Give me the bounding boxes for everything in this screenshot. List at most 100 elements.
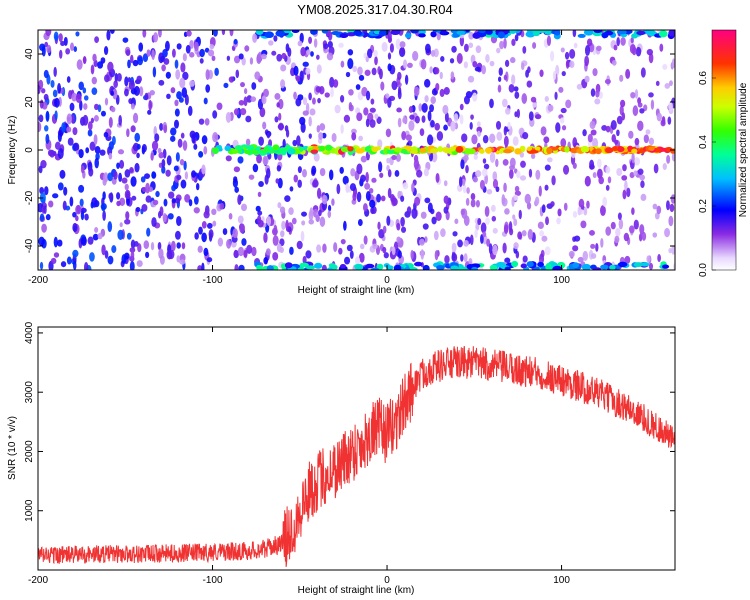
spectrogram-cell <box>457 239 463 248</box>
snr-xtick-label: 100 <box>553 575 570 586</box>
spectrogram-cell <box>489 60 495 67</box>
spectrogram-cell <box>368 187 374 194</box>
spectrogram-cell <box>308 133 312 139</box>
spectrogram-cell <box>151 140 159 151</box>
spectrogram-alias-cell <box>418 33 426 38</box>
spectrogram-cell <box>183 160 187 171</box>
spectrogram-alias-cell <box>266 265 274 270</box>
spectrogram-cell <box>665 200 670 211</box>
spectrogram-cell <box>604 79 611 85</box>
spectrogram-cell <box>130 250 135 260</box>
spectrogram-cell <box>572 162 577 169</box>
spectrogram-cell <box>128 98 133 105</box>
spectrogram-cell <box>472 92 478 102</box>
spectrogram-alias-cell <box>593 30 603 34</box>
spectrogram-cell <box>541 204 546 213</box>
spectrogram-cell <box>176 43 182 50</box>
spectrogram-cell <box>251 82 257 90</box>
spectrogram-cell <box>145 251 150 258</box>
spectrogram-cell <box>607 176 612 184</box>
spectrogram-cell <box>389 43 394 53</box>
spectrogram-cell <box>124 169 131 178</box>
spectrogram-cell <box>349 183 357 192</box>
spectrogram-cell <box>489 133 496 144</box>
spectrogram-cell <box>226 239 232 249</box>
spectrogram-cell <box>517 231 523 240</box>
spectrogram-cell <box>124 88 129 97</box>
spectrogram-heatmap <box>38 30 675 270</box>
spectrogram-cell <box>130 176 137 187</box>
spectrogram-cell <box>590 253 597 259</box>
spectrogram-cell <box>184 94 189 106</box>
spectrogram-cell <box>54 141 61 150</box>
spectrogram-cell <box>340 124 344 134</box>
spectrogram-cell <box>502 159 509 166</box>
spectrogram-cell <box>211 55 216 62</box>
spectrogram-cell <box>212 110 218 119</box>
spectrogram-cell <box>555 122 561 133</box>
spectrogram-cell <box>476 121 481 127</box>
spectrogram-cell <box>631 152 635 164</box>
spectrogram-cell <box>141 143 147 153</box>
spectrogram-cell <box>84 261 89 270</box>
spectrogram-alias-cell <box>509 30 517 34</box>
spectrogram-cell <box>363 107 369 116</box>
spectrogram-cell <box>323 43 329 50</box>
spectrogram-cell <box>80 207 87 214</box>
spectrogram-cell <box>422 223 429 230</box>
spectrogram-cell <box>369 119 376 128</box>
spectrogram-cell <box>424 197 431 204</box>
spectrogram-cell <box>584 175 591 187</box>
spectrogram-cell <box>276 243 282 253</box>
spectrogram-cell <box>75 31 80 37</box>
spectrogram-cell <box>634 89 639 99</box>
spectrogram-cell <box>289 186 294 192</box>
spectrogram-cell <box>525 69 529 78</box>
spectrogram-cell <box>463 61 468 69</box>
spectrogram-cell <box>85 147 90 154</box>
spectrogram-cell <box>502 98 508 108</box>
spectrogram-cell <box>179 77 186 89</box>
spectrogram-cell <box>313 38 318 48</box>
spectrogram-cell <box>535 169 541 180</box>
spectrogram-cell <box>508 227 514 236</box>
spectrogram-cell <box>590 129 597 136</box>
spectrogram-cell <box>648 52 654 64</box>
spectrogram-cell <box>52 193 59 199</box>
spectrogram-cell <box>483 163 490 170</box>
spectrogram-alias-cell <box>485 30 493 35</box>
spectrogram-cell <box>233 55 241 64</box>
spectrogram-cell <box>355 256 361 266</box>
spectrogram-cell <box>182 53 187 62</box>
spectrogram-cell <box>511 196 515 207</box>
spectrogram-cell <box>331 198 335 206</box>
spectrogram-cell <box>391 80 398 91</box>
spectrogram-cell <box>600 205 606 217</box>
spectrogram-cell <box>179 259 186 265</box>
spectrogram-alias-cell <box>430 31 437 38</box>
spectrogram-cell <box>489 98 494 109</box>
spectrogram-cell <box>107 172 113 182</box>
spectrogram-cell <box>216 102 223 111</box>
spectrogram-cell <box>395 153 401 162</box>
colorbar: 0.0 0.2 0.4 0.6 Normalized spectral amplitu… <box>698 29 749 277</box>
spectrogram-cell <box>516 108 521 119</box>
spectrogram-cell <box>613 44 618 51</box>
spectrogram-cell <box>53 236 58 248</box>
spectrogram-cell <box>461 178 466 187</box>
spectrogram-cell <box>513 86 519 92</box>
spectrogram-cell <box>311 165 317 175</box>
spectrogram-cell <box>625 68 631 79</box>
spectrogram-cell <box>637 102 643 108</box>
spectrogram-cell <box>296 135 301 146</box>
spectrogram-cell <box>205 84 211 93</box>
spectrogram-cell <box>519 175 527 181</box>
spectrogram-cell <box>631 207 635 215</box>
spectrogram-cell <box>166 249 173 260</box>
spectrogram-cell <box>246 244 253 254</box>
spectrogram-cell <box>452 231 458 237</box>
spectrogram-cell <box>610 221 616 230</box>
spectrogram-cell <box>79 198 84 207</box>
snr-x-label: Height of straight line (km) <box>298 585 415 596</box>
spectrogram-cell <box>66 113 73 125</box>
